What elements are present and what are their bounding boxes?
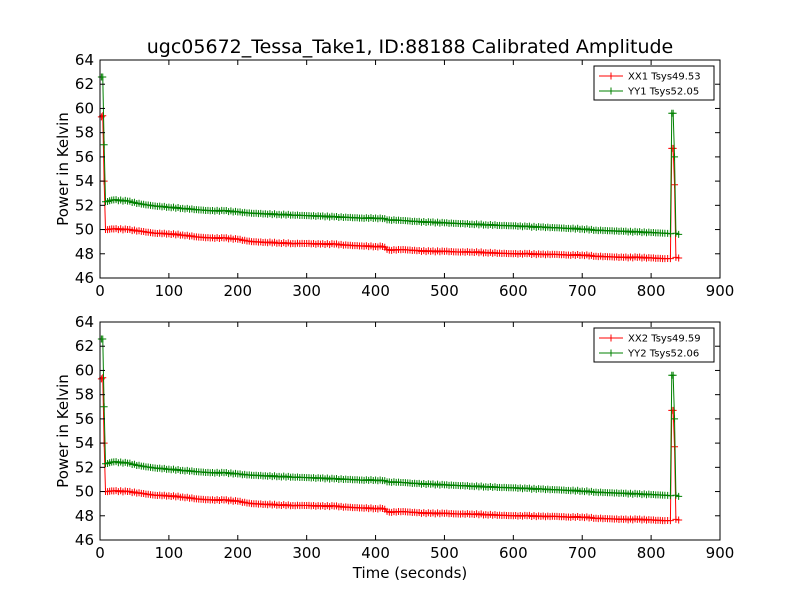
- x-tick-label: 800: [637, 544, 666, 562]
- bottom-chart-panel: 0 100 200 300 400 500 600 700 800 900 46 48 50 52 54 56…: [54, 313, 734, 582]
- y-tick-label: 60: [75, 99, 94, 117]
- x-tick-label: 800: [637, 282, 666, 300]
- x-tick-label: 0: [95, 282, 105, 300]
- x-tick-label: 500: [430, 544, 459, 562]
- data-point: [671, 415, 679, 423]
- data-point: [666, 492, 674, 500]
- y-tick-label: 46: [75, 531, 94, 549]
- x-tick-label: 200: [223, 544, 252, 562]
- x-tick-label: 500: [430, 282, 459, 300]
- y-tick-label: 48: [75, 245, 94, 263]
- legend-label: YY2 Tsys52.06: [627, 349, 699, 360]
- x-tick-label: 700: [568, 544, 597, 562]
- legend-swatch-marker: [607, 334, 615, 342]
- x-tick-label: 200: [223, 282, 252, 300]
- data-point: [675, 492, 683, 500]
- data-point: [669, 406, 677, 414]
- legend-swatch-marker: [607, 87, 615, 95]
- x-tick-label: 600: [499, 282, 528, 300]
- plot-frame: [99, 321, 721, 541]
- y-tick-label: 50: [75, 221, 94, 239]
- y-tick-label: 48: [75, 507, 94, 525]
- y-tick-label: 54: [75, 434, 94, 452]
- x-tick-label: 700: [568, 282, 597, 300]
- y-axis-label: Power in Kelvin: [54, 112, 72, 226]
- series-markers-2: [97, 335, 683, 500]
- y-tick-label: 60: [75, 361, 94, 379]
- series-markers-1: [97, 374, 683, 525]
- y-tick-label: 64: [75, 51, 94, 69]
- legend-label: XX2 Tsys49.59: [628, 334, 701, 345]
- legend-swatch-marker: [607, 349, 615, 357]
- y-tick-label: 56: [75, 148, 94, 166]
- legend-box: [593, 65, 715, 101]
- legend: XX1 Tsys49.53 YY1 Tsys52.05: [593, 65, 715, 101]
- x-tick-label: 600: [499, 544, 528, 562]
- y-tick-label: 54: [75, 172, 94, 190]
- data-point: [675, 230, 683, 238]
- data-point: [100, 141, 108, 149]
- legend: XX2 Tsys49.59 YY2 Tsys52.06: [593, 327, 715, 363]
- y-tick-label: 58: [75, 124, 94, 142]
- data-point: [675, 254, 683, 262]
- y-tick-label: 62: [75, 337, 94, 355]
- x-tick-label: 400: [361, 544, 390, 562]
- data-point: [666, 517, 674, 525]
- y-tick-label: 52: [75, 196, 94, 214]
- x-tick-label: 0: [95, 544, 105, 562]
- plot-frame: [99, 59, 721, 279]
- y-axis-label: Power in Kelvin: [54, 374, 72, 488]
- data-point: [666, 230, 674, 238]
- series-markers-1: [97, 112, 683, 263]
- x-tick-label: 100: [155, 282, 184, 300]
- data-point: [671, 153, 679, 161]
- data-point: [100, 403, 108, 411]
- y-tick-label: 56: [75, 410, 94, 428]
- legend-label: YY1 Tsys52.05: [627, 87, 699, 98]
- x-tick-label: 300: [292, 282, 321, 300]
- legend-label: XX1 Tsys49.53: [628, 72, 701, 83]
- legend-swatch-marker: [607, 72, 615, 80]
- chart-title: ugc05672_Tessa_Take1, ID:88188 Calibrate…: [147, 36, 674, 58]
- data-point: [666, 255, 674, 263]
- data-point: [675, 516, 683, 524]
- y-tick-label: 58: [75, 386, 94, 404]
- x-axis-label: Time (seconds): [352, 564, 468, 582]
- x-tick-label: 900: [706, 544, 735, 562]
- x-tick-label: 100: [155, 544, 184, 562]
- data-point: [669, 109, 677, 117]
- x-tick-label: 300: [292, 544, 321, 562]
- data-point: [669, 371, 677, 379]
- y-tick-label: 46: [75, 269, 94, 287]
- x-tick-label: 900: [706, 282, 735, 300]
- series-markers-2: [97, 73, 683, 238]
- y-tick-label: 62: [75, 75, 94, 93]
- x-tick-label: 400: [361, 282, 390, 300]
- top-chart-panel: ugc05672_Tessa_Take1, ID:88188 Calibrate…: [54, 36, 734, 300]
- y-tick-label: 52: [75, 458, 94, 476]
- y-tick-label: 64: [75, 313, 94, 331]
- data-point: [669, 144, 677, 152]
- y-tick-label: 50: [75, 483, 94, 501]
- legend-box: [593, 327, 715, 363]
